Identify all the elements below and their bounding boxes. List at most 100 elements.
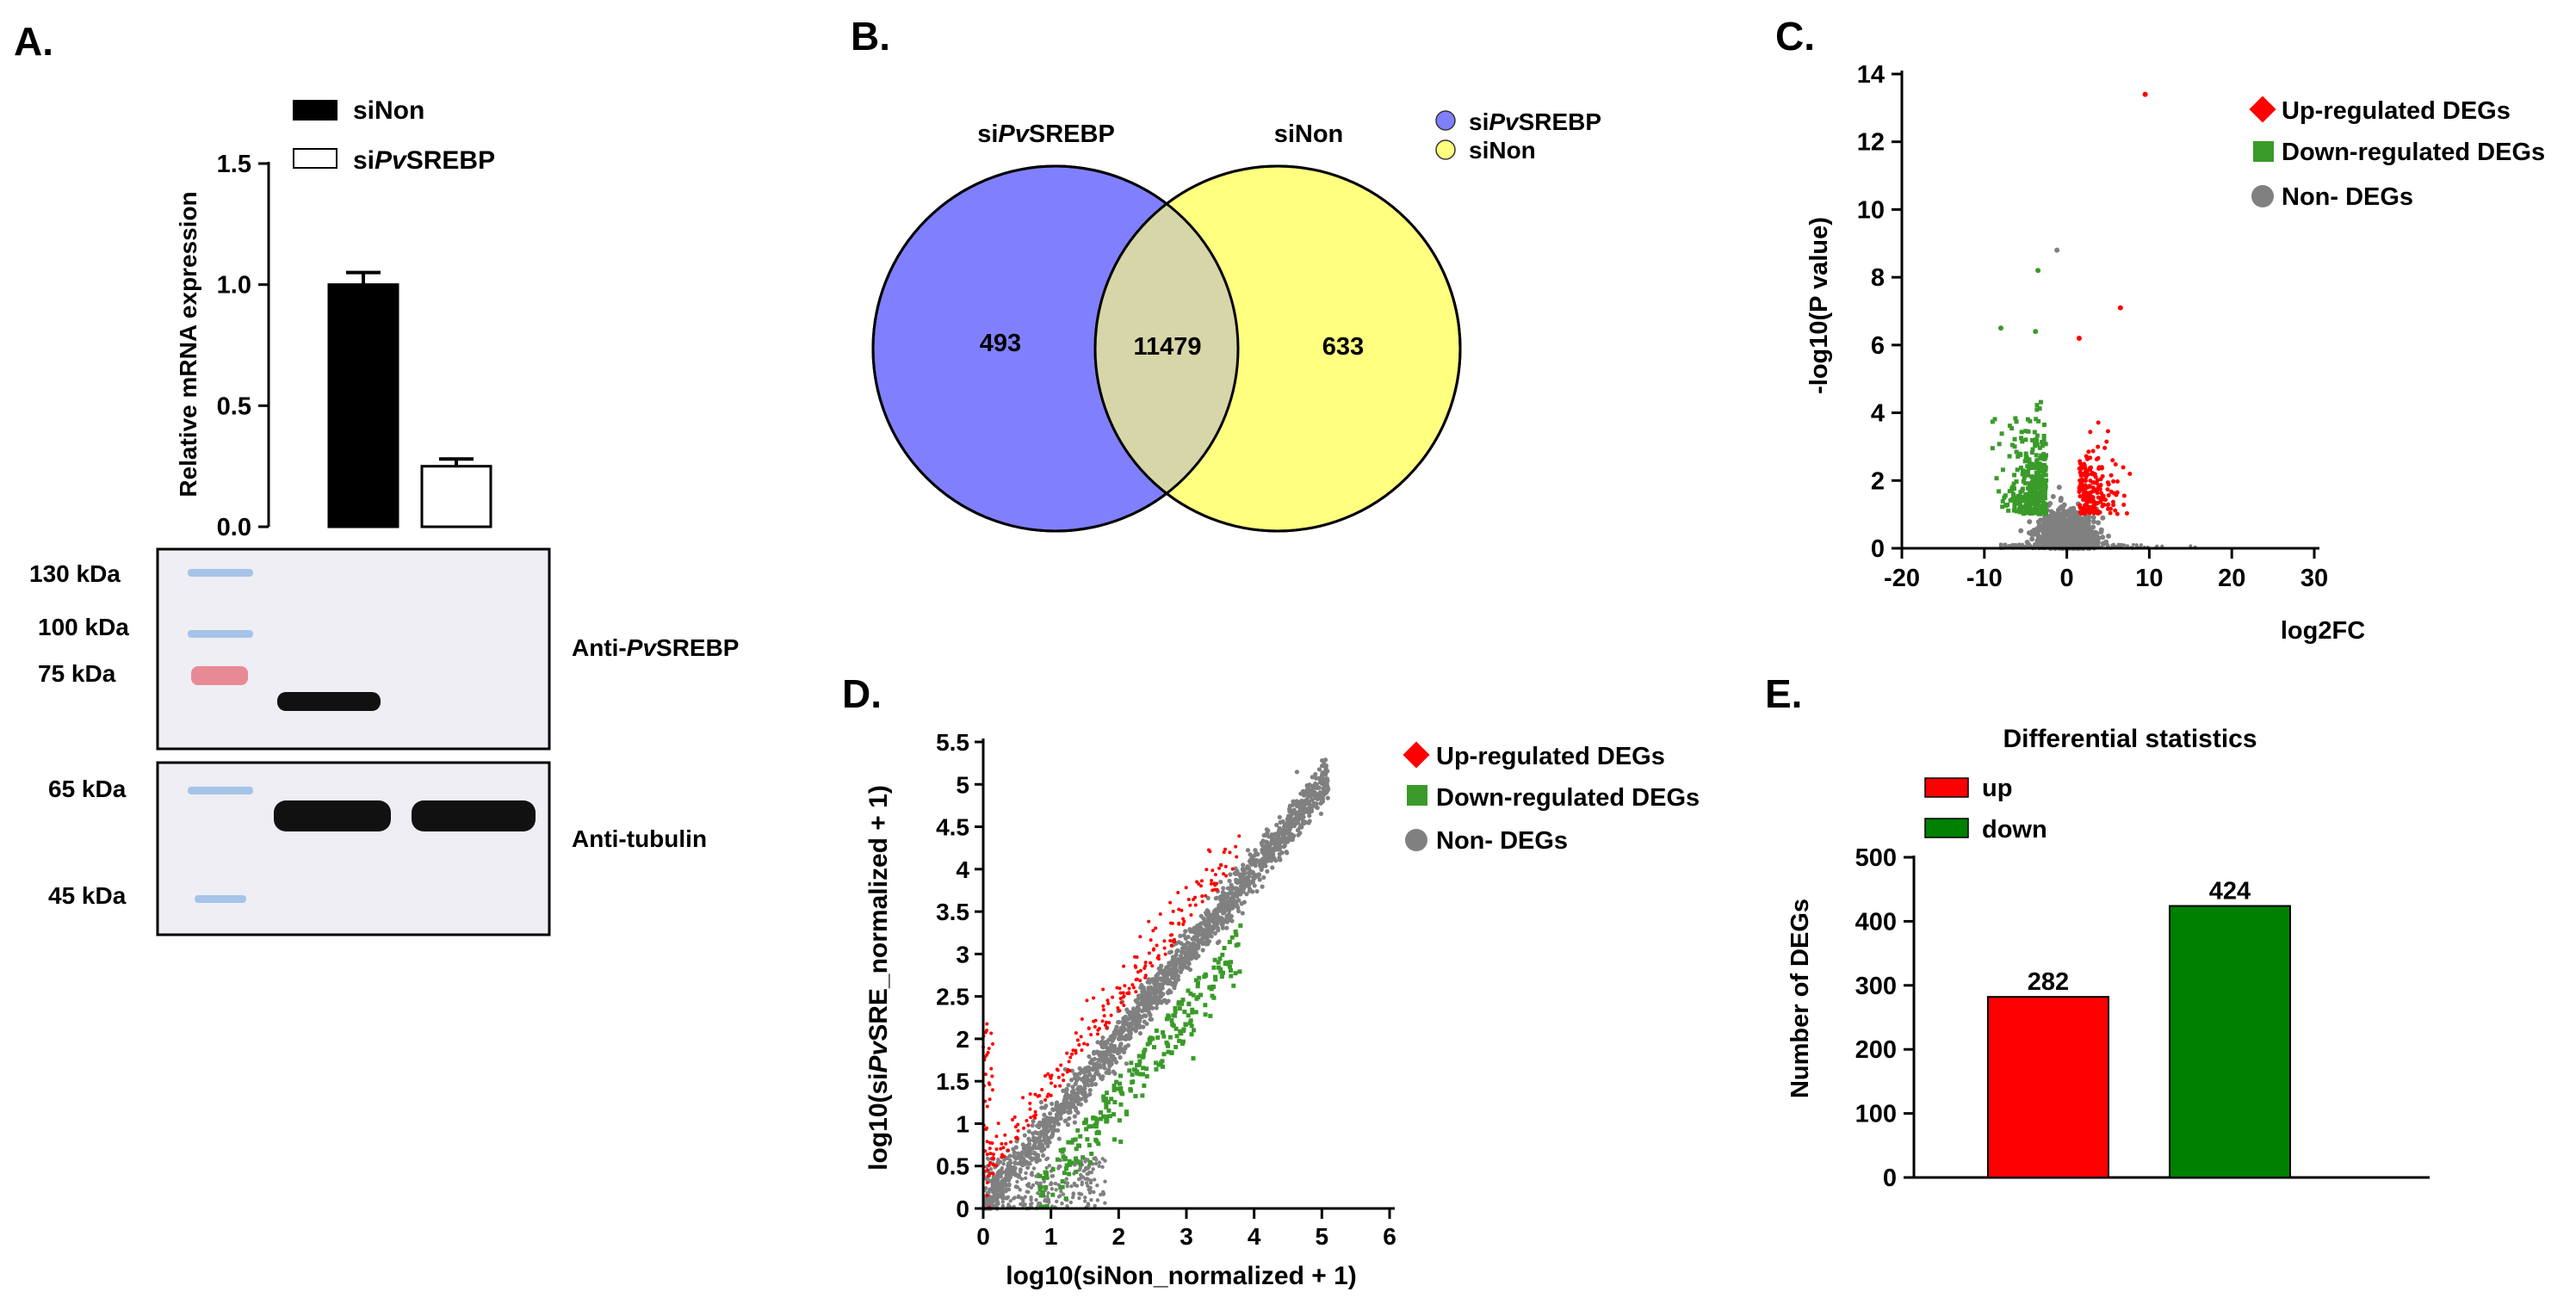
d-point-non	[1312, 795, 1317, 800]
d-point-non	[993, 1182, 997, 1187]
d-point-non	[1085, 1082, 1090, 1087]
d-point-non	[1148, 1017, 1153, 1022]
d-point-non	[1015, 1161, 1020, 1166]
c-point-down	[1997, 489, 2002, 494]
c-point-down	[2012, 504, 2017, 510]
d-point-up	[1130, 983, 1135, 987]
c-point-non	[2054, 247, 2060, 253]
d-point-non	[1008, 1158, 1012, 1163]
c-point-up	[2090, 495, 2096, 500]
d-point-non	[1068, 1109, 1073, 1115]
c-point-down	[2042, 456, 2047, 461]
d-point-down	[1099, 1116, 1104, 1122]
d-point-non	[1076, 1177, 1081, 1182]
b-legend-label-sipvsrebp: siPvSREBP	[1469, 108, 1601, 135]
c-point-down	[2027, 491, 2032, 497]
d-point-down	[1131, 1067, 1136, 1072]
d-point-non	[1316, 767, 1322, 772]
d-point-non	[1050, 1101, 1055, 1107]
d-point-down	[1062, 1171, 1067, 1176]
d-point-non	[1083, 1159, 1087, 1164]
c-point-down	[2029, 450, 2034, 455]
c-y-axis-label: -log10(P value)	[1805, 217, 1833, 394]
d-point-non	[1046, 1190, 1050, 1196]
d-point-up	[983, 1072, 988, 1077]
d-point-non	[1245, 848, 1251, 853]
d-point-non	[1232, 870, 1237, 876]
d-point-non	[1288, 825, 1293, 830]
d-point-non	[1265, 847, 1270, 853]
d-point-non	[1166, 968, 1172, 973]
d-point-non	[1306, 820, 1311, 825]
d-point-non	[1159, 963, 1164, 968]
d-point-down	[1217, 956, 1223, 961]
d-point-non	[1118, 1030, 1123, 1036]
e-legend-swatch-down	[1924, 818, 1969, 838]
d-point-non	[1025, 1153, 1031, 1159]
d-point-non	[1169, 962, 1174, 967]
d-y-tick-label: 0.5	[936, 1153, 969, 1180]
d-point-non	[1274, 822, 1279, 828]
e-legend-swatch-up	[1924, 777, 1969, 798]
d-legend-label-non: Non- DEGs	[1436, 827, 1568, 855]
d-point-down	[1167, 1035, 1173, 1040]
c-point-non	[2076, 544, 2080, 548]
d-point-non	[1091, 1167, 1095, 1171]
d-point-non	[1078, 1102, 1083, 1107]
d-point-non	[1124, 1007, 1130, 1012]
d-point-up	[1079, 1035, 1083, 1039]
d-point-up	[1134, 978, 1138, 982]
d-point-up	[1149, 938, 1153, 942]
d-point-non	[1106, 1068, 1112, 1073]
c-point-non	[2068, 506, 2074, 512]
d-point-non	[1124, 1033, 1129, 1038]
c-point-down	[2032, 430, 2037, 435]
c-point-up	[2078, 494, 2083, 499]
d-point-down	[1101, 1114, 1106, 1119]
c-point-non	[2034, 538, 2040, 544]
d-point-up	[1147, 951, 1151, 955]
d-point-non	[1258, 862, 1263, 867]
d-point-non	[1029, 1171, 1034, 1177]
d-point-non	[1133, 998, 1138, 1004]
d-point-non	[1007, 1171, 1012, 1175]
c-point-down	[2034, 484, 2040, 489]
d-point-non	[1096, 1063, 1101, 1068]
d-point-non	[1054, 1188, 1058, 1192]
c-point-down	[2029, 487, 2034, 492]
d-point-non	[1276, 832, 1281, 838]
d-point-up	[1028, 1091, 1032, 1096]
d-y-tick-label: 1	[956, 1110, 969, 1137]
d-point-non	[1278, 819, 1283, 825]
c-point-down	[2028, 486, 2033, 491]
d-point-down	[1221, 970, 1226, 975]
d-point-non	[1083, 1098, 1088, 1103]
d-point-down	[1186, 988, 1191, 993]
d-point-non	[1232, 891, 1237, 896]
d-point-down	[1135, 1062, 1140, 1067]
d-point-non	[1080, 1180, 1085, 1184]
d-point-non	[1092, 1156, 1096, 1161]
c-point-up	[2111, 503, 2116, 508]
d-point-up	[1193, 903, 1198, 907]
d-point-up	[1068, 1055, 1073, 1060]
d-point-non	[1230, 905, 1235, 911]
c-point-non	[2009, 543, 2013, 547]
d-point-up	[1109, 1013, 1113, 1017]
d-point-non	[1118, 1048, 1124, 1053]
c-point-down	[2016, 494, 2022, 499]
c-point-up	[2096, 444, 2101, 449]
d-point-up	[1158, 912, 1162, 917]
d-point-down	[1173, 1026, 1179, 1031]
d-point-up	[1217, 866, 1222, 870]
d-point-non	[1186, 961, 1192, 966]
d-point-non	[1300, 819, 1306, 824]
c-point-down	[2017, 501, 2022, 506]
d-point-up	[1066, 1067, 1070, 1072]
c-point-up	[2113, 462, 2118, 467]
d-point-up	[1101, 1008, 1105, 1012]
c-point-down	[2040, 443, 2045, 448]
d-point-non	[1306, 800, 1311, 807]
d-point-non	[988, 1202, 992, 1206]
e-y-tick-label: 200	[1855, 1036, 1897, 1064]
